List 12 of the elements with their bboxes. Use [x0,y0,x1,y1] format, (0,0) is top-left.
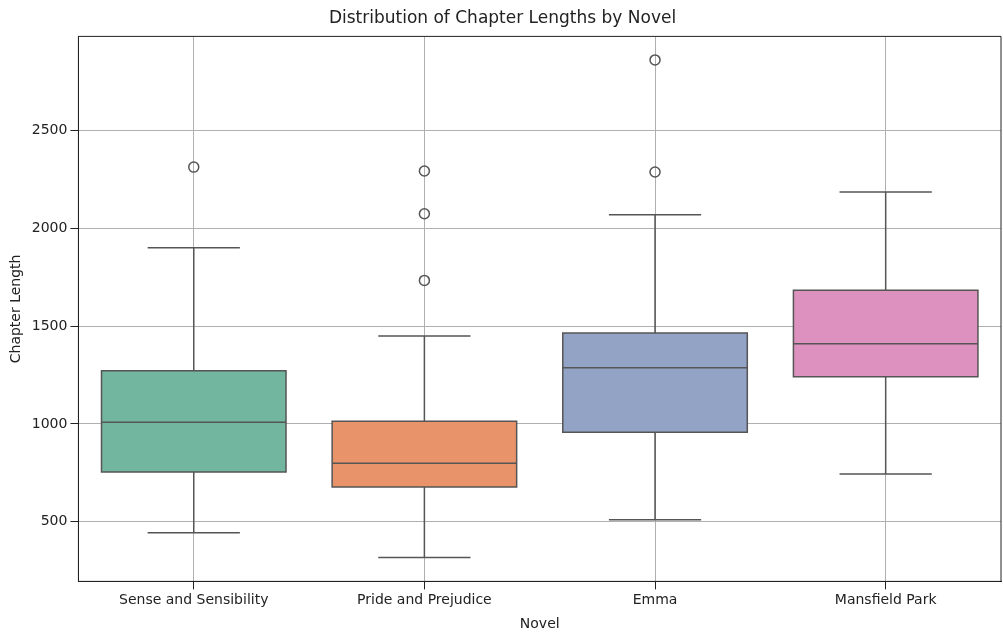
y-tick-label: 1500 [31,316,68,333]
y-tick-label: 500 [40,512,68,529]
x-tick-label: Emma [632,591,678,608]
y-tick-label: 2000 [31,218,68,235]
x-tick-label: Sense and Sensibility [119,591,269,608]
x-axis-title: Novel [519,615,560,632]
y-tick-label: 2500 [31,120,68,137]
x-tick-label: Pride and Prejudice [357,591,492,608]
y-tick-label: 1000 [31,414,68,431]
x-tick-label: Mansfield Park [834,591,938,608]
chart-title: Distribution of Chapter Lengths by Novel [328,6,677,27]
y-axis-title: Chapter Length [7,254,24,364]
